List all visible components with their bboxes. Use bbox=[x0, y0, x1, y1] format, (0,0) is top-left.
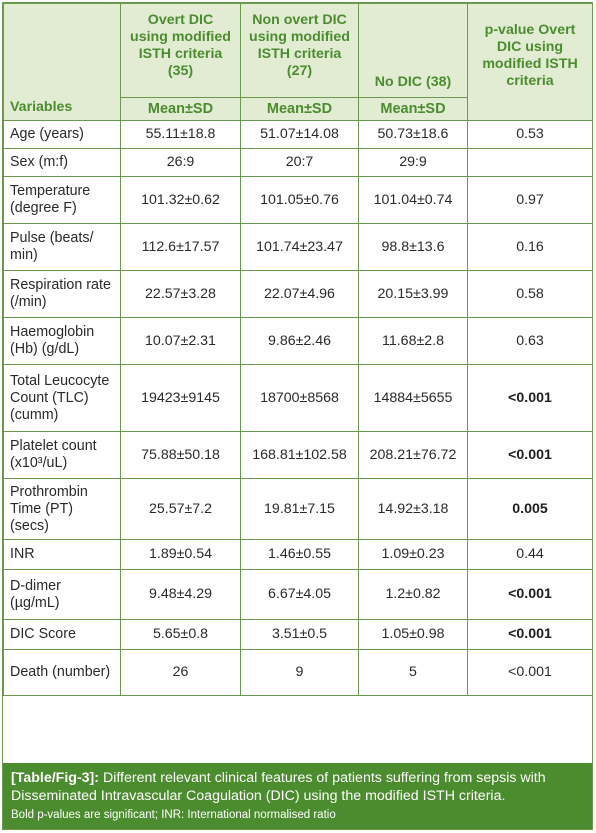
cell-p-value bbox=[467, 148, 593, 177]
subheader-mean-sd: Mean±SD bbox=[120, 97, 241, 121]
cell-overt-dic: 26 bbox=[120, 649, 241, 696]
cell-overt-dic: 112.6±17.57 bbox=[120, 223, 241, 271]
cell-non-overt-dic: 51.07±14.08 bbox=[240, 120, 359, 149]
row-variable: Age (years) bbox=[3, 120, 121, 149]
caption-note: Bold p-values are significant; INR: Inte… bbox=[11, 809, 336, 821]
cell-overt-dic: 55.11±18.8 bbox=[120, 120, 241, 149]
cell-no-dic: 11.68±2.8 bbox=[358, 317, 468, 365]
row-variable: Respiration rate (/min) bbox=[3, 270, 121, 318]
table-row: Age (years) 55.11±18.8 51.07±14.08 50.73±18… bbox=[3, 120, 593, 149]
cell-non-overt-dic: 168.81±102.58 bbox=[240, 431, 359, 479]
cell-no-dic: 98.8±13.6 bbox=[358, 223, 468, 271]
row-variable: Death (number) bbox=[3, 649, 121, 696]
clinical-features-table: Variables Overt DIC using modified ISTH … bbox=[3, 3, 593, 696]
cell-non-overt-dic: 9.86±2.46 bbox=[240, 317, 359, 365]
row-variable: INR bbox=[3, 539, 121, 570]
cell-p-value: 0.005 bbox=[467, 478, 593, 540]
cell-no-dic: 1.05±0.98 bbox=[358, 619, 468, 650]
cell-no-dic: 1.2±0.82 bbox=[358, 569, 468, 620]
cell-no-dic: 50.73±18.6 bbox=[358, 120, 468, 149]
cell-no-dic: 101.04±0.74 bbox=[358, 176, 468, 224]
cell-p-value: 0.58 bbox=[467, 270, 593, 318]
row-variable: Haemoglobin (Hb) (g/dL) bbox=[3, 317, 121, 365]
header-overt-dic: Overt DIC using modified ISTH criteria (… bbox=[120, 3, 241, 98]
cell-p-value: 0.53 bbox=[467, 120, 593, 149]
table-row: Death (number) 26 9 5 <0.001 bbox=[3, 649, 593, 696]
cell-no-dic: 14884±5655 bbox=[358, 364, 468, 432]
cell-non-overt-dic: 1.46±0.55 bbox=[240, 539, 359, 570]
cell-overt-dic: 10.07±2.31 bbox=[120, 317, 241, 365]
cell-p-value: 0.97 bbox=[467, 176, 593, 224]
cell-p-value: <0.001 bbox=[467, 431, 593, 479]
table-row: Platelet count (x10³/uL) 75.88±50.18 168.8… bbox=[3, 431, 593, 479]
cell-non-overt-dic: 19.81±7.15 bbox=[240, 478, 359, 540]
row-variable: Sex (m:f) bbox=[3, 148, 121, 177]
cell-p-value: 0.63 bbox=[467, 317, 593, 365]
cell-overt-dic: 5.65±0.8 bbox=[120, 619, 241, 650]
table-row: D-dimer (µg/mL) 9.48±4.29 6.67±4.05 1.2±0.8… bbox=[3, 569, 593, 620]
cell-no-dic: 20.15±3.99 bbox=[358, 270, 468, 318]
table-row: Haemoglobin (Hb) (g/dL) 10.07±2.31 9.86±2.… bbox=[3, 317, 593, 365]
table-row: DIC Score 5.65±0.8 3.51±0.5 1.05±0.98 <0.001 bbox=[3, 619, 593, 650]
row-variable: D-dimer (µg/mL) bbox=[3, 569, 121, 620]
table-row: Respiration rate (/min) 22.57±3.28 22.07±4… bbox=[3, 270, 593, 318]
cell-non-overt-dic: 3.51±0.5 bbox=[240, 619, 359, 650]
cell-overt-dic: 26:9 bbox=[120, 148, 241, 177]
header-variables: Variables bbox=[3, 3, 121, 121]
cell-overt-dic: 75.88±50.18 bbox=[120, 431, 241, 479]
cell-p-value: <0.001 bbox=[467, 569, 593, 620]
cell-overt-dic: 9.48±4.29 bbox=[120, 569, 241, 620]
cell-p-value: 0.16 bbox=[467, 223, 593, 271]
cell-p-value: <0.001 bbox=[467, 619, 593, 650]
cell-p-value: 0.44 bbox=[467, 539, 593, 570]
cell-no-dic: 29:9 bbox=[358, 148, 468, 177]
cell-overt-dic: 25.57±7.2 bbox=[120, 478, 241, 540]
cell-no-dic: 5 bbox=[358, 649, 468, 696]
cell-overt-dic: 101.32±0.62 bbox=[120, 176, 241, 224]
table-row: Total Leucocyte Count (TLC) (cumm) 19423±… bbox=[3, 364, 593, 432]
cell-no-dic: 14.92±3.18 bbox=[358, 478, 468, 540]
subheader-mean-sd: Mean±SD bbox=[358, 97, 468, 121]
cell-non-overt-dic: 18700±8568 bbox=[240, 364, 359, 432]
table-row: Sex (m:f) 26:9 20:7 29:9 bbox=[3, 148, 593, 177]
row-variable: Total Leucocyte Count (TLC) (cumm) bbox=[3, 364, 121, 432]
cell-no-dic: 208.21±76.72 bbox=[358, 431, 468, 479]
cell-non-overt-dic: 6.67±4.05 bbox=[240, 569, 359, 620]
row-variable: Pulse (beats/ min) bbox=[3, 223, 121, 271]
row-variable: Prothrombin Time (PT) (secs) bbox=[3, 478, 121, 540]
cell-no-dic: 1.09±0.23 bbox=[358, 539, 468, 570]
cell-non-overt-dic: 20:7 bbox=[240, 148, 359, 177]
row-variable: Platelet count (x10³/uL) bbox=[3, 431, 121, 479]
cell-overt-dic: 1.89±0.54 bbox=[120, 539, 241, 570]
cell-non-overt-dic: 9 bbox=[240, 649, 359, 696]
cell-non-overt-dic: 101.05±0.76 bbox=[240, 176, 359, 224]
cell-non-overt-dic: 22.07±4.96 bbox=[240, 270, 359, 318]
figure-caption: [Table/Fig-3]: Different relevant clinic… bbox=[3, 763, 592, 829]
table-row: Temperature (degree F) 101.32±0.62 101.05±… bbox=[3, 176, 593, 224]
cell-p-value: <0.001 bbox=[467, 649, 593, 696]
table-row: Prothrombin Time (PT) (secs) 25.57±7.2 19.… bbox=[3, 478, 593, 540]
table-row: INR 1.89±0.54 1.46±0.55 1.09±0.23 0.44 bbox=[3, 539, 593, 570]
cell-non-overt-dic: 101.74±23.47 bbox=[240, 223, 359, 271]
cell-overt-dic: 22.57±3.28 bbox=[120, 270, 241, 318]
table-row: Pulse (beats/ min) 112.6±17.57 101.74±23.4… bbox=[3, 223, 593, 271]
header-p-value: p-value Overt DIC using modified ISTH cr… bbox=[467, 3, 593, 121]
header-no-dic: No DIC (38) bbox=[358, 3, 468, 98]
header-non-overt-dic: Non overt DIC using modified ISTH criter… bbox=[240, 3, 359, 98]
caption-text: Different relevant clinical features of … bbox=[11, 770, 546, 804]
subheader-mean-sd: Mean±SD bbox=[240, 97, 359, 121]
cell-overt-dic: 19423±9145 bbox=[120, 364, 241, 432]
caption-label: [Table/Fig-3]: bbox=[11, 770, 100, 786]
cell-p-value: <0.001 bbox=[467, 364, 593, 432]
row-variable: DIC Score bbox=[3, 619, 121, 650]
row-variable: Temperature (degree F) bbox=[3, 176, 121, 224]
